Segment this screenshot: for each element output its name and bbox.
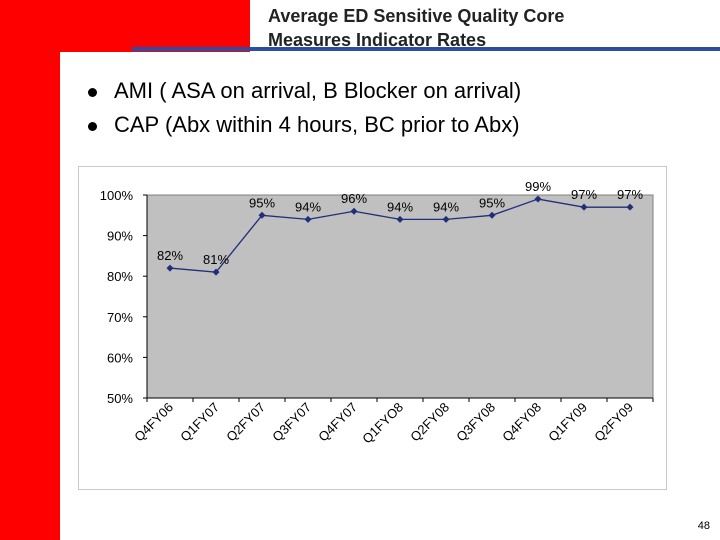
x-tick-label: Q3FY07 <box>269 400 314 445</box>
bullet-text: CAP (Abx within 4 hours, BC prior to Abx… <box>114 112 520 137</box>
red-header-block <box>0 0 250 52</box>
x-tick-label: Q1FY07 <box>177 400 222 445</box>
red-side-bar <box>0 52 60 540</box>
x-tick-label: Q4FY07 <box>315 400 360 445</box>
data-label: 97% <box>617 187 643 202</box>
data-label: 82% <box>157 248 183 263</box>
data-point <box>212 268 220 276</box>
x-tick-label: Q2FY08 <box>407 400 452 445</box>
data-point <box>304 215 312 223</box>
bullet-list: AMI ( ASA on arrival, B Blocker on arriv… <box>88 74 521 142</box>
data-point <box>626 203 634 211</box>
data-label: 99% <box>525 179 551 194</box>
data-label: 81% <box>203 252 229 267</box>
x-tick-label: Q2FY07 <box>223 400 268 445</box>
title-underline <box>132 47 720 51</box>
bullet-item: AMI ( ASA on arrival, B Blocker on arriv… <box>88 74 521 108</box>
x-tick-label: Q1FY09 <box>545 400 590 445</box>
data-label: 96% <box>341 191 367 206</box>
plot-area <box>146 194 654 399</box>
x-tick-label: Q2FY09 <box>591 400 636 445</box>
bullet-dot <box>88 87 97 97</box>
bullet-dot <box>88 121 97 131</box>
y-tick-label: 60% <box>107 350 133 365</box>
slide-title: Average ED Sensitive Quality Core Measur… <box>268 4 708 52</box>
data-label: 94% <box>295 199 321 214</box>
slide-title-line-1: Average ED Sensitive Quality Core <box>268 6 565 26</box>
data-point <box>442 215 450 223</box>
data-label: 94% <box>433 199 459 214</box>
x-tick-label: Q4FY08 <box>499 400 544 445</box>
data-label: 97% <box>571 187 597 202</box>
y-tick-label: 70% <box>107 310 133 325</box>
x-tick-label: Q4FY06 <box>131 400 176 445</box>
data-label: 95% <box>479 195 505 210</box>
data-point <box>396 215 404 223</box>
data-point <box>580 203 588 211</box>
data-point <box>166 264 174 272</box>
bullet-item: CAP (Abx within 4 hours, BC prior to Abx… <box>88 108 521 142</box>
data-point <box>350 207 358 215</box>
data-label: 95% <box>249 195 275 210</box>
y-tick-label: 80% <box>107 269 133 284</box>
slide-title-line-2: Measures Indicator Rates <box>268 30 487 50</box>
page-number: 48 <box>697 520 710 532</box>
data-point <box>534 195 542 203</box>
data-label: 94% <box>387 199 413 214</box>
x-tick-label: Q3FY08 <box>453 400 498 445</box>
y-tick-label: 50% <box>107 391 133 406</box>
bullet-text: AMI ( ASA on arrival, B Blocker on arriv… <box>114 78 522 103</box>
y-tick-label: 100% <box>100 188 134 203</box>
data-point <box>258 211 266 219</box>
y-tick-label: 90% <box>107 229 133 244</box>
x-tick-label: Q1FYO8 <box>359 400 406 447</box>
data-point <box>488 211 496 219</box>
